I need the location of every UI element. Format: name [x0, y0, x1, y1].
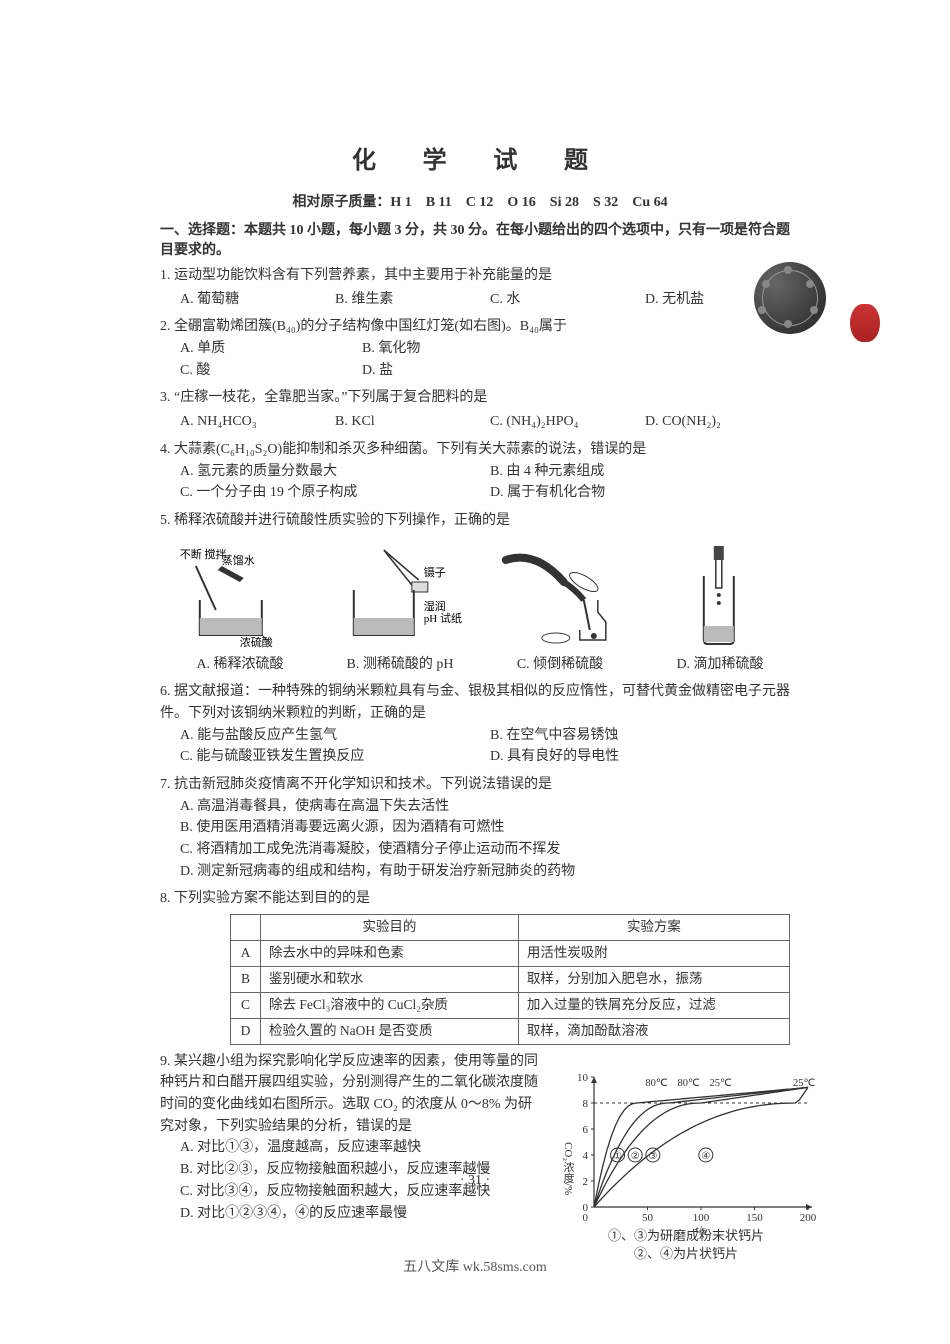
- q5-fig-d: [646, 540, 800, 650]
- table-row: B 鉴别硬水和软水 取样，分别加入肥皂水，振荡: [231, 966, 790, 992]
- svg-text:浓硫酸: 浓硫酸: [240, 635, 273, 649]
- svg-text:25℃: 25℃: [793, 1078, 816, 1089]
- q2-text: 2. 全硼富勒烯团簇(B₄₀)的分子结构像中国红灯笼(如右图)。B₄₀属于: [160, 316, 800, 338]
- svg-text:50: 50: [642, 1212, 654, 1224]
- question-9: 9. 某兴趣小组为探究影响化学反应速率的因素，使用等量的同种钙片和白醋开展四组实…: [160, 1051, 800, 1225]
- q5-fig-b: 镊子 湿润 pH 试纸: [322, 540, 476, 650]
- section-1-header: 一、选择题：本题共 10 小题，每小题 3 分，共 30 分。在每小题给出的四个…: [160, 219, 800, 259]
- q3-opt-d: D. CO(NH₂)₂: [645, 411, 800, 433]
- svg-text:100: 100: [693, 1212, 710, 1224]
- q2-opt-c: C. 酸: [180, 360, 362, 382]
- question-7: 7. 抗击新冠肺炎疫情离不开化学知识和技术。下列说法错误的是 A. 高温消毒餐具…: [160, 774, 800, 882]
- q4-opt-b: B. 由 4 种元素组成: [490, 461, 800, 483]
- q6-opt-c: C. 能与硫酸亚铁发生置换反应: [180, 746, 490, 768]
- table-row: A 除去水中的异味和色素 用活性炭吸附: [231, 941, 790, 967]
- question-5: 5. 稀释浓硫酸并进行硫酸性质实验的下列操作，正确的是 不断 搅拌 蒸馏水 浓硫…: [160, 510, 800, 675]
- q9-opt-d: D. 对比①②③④，④的反应速率最慢: [180, 1203, 540, 1225]
- lantern-icon: [850, 304, 880, 342]
- atomic-mass-line: 相对原子质量：H 1 B 11 C 12 O 16 Si 28 S 32 Cu …: [160, 191, 800, 211]
- q7-opt-b: B. 使用医用酒精消毒要远离火源，因为酒精有可燃性: [180, 817, 800, 839]
- q9-opt-a: A. 对比①③，温度越高，反应速率越快: [180, 1137, 540, 1159]
- question-2: 2. 全硼富勒烯团簇(B₄₀)的分子结构像中国红灯笼(如右图)。B₄₀属于 A.…: [160, 316, 800, 381]
- q3-opt-a: A. NH₄HCO₃: [180, 411, 335, 433]
- svg-text:①: ①: [613, 1151, 622, 1162]
- q5-opt-d: D. 滴加稀硫酸: [640, 654, 800, 676]
- q7-opt-d: D. 测定新冠病毒的组成和结构，有助于研发治疗新冠肺炎的药物: [180, 861, 800, 883]
- q8-text: 8. 下列实验方案不能达到目的的是: [160, 888, 800, 910]
- q8-th-col2: 实验方案: [518, 915, 789, 941]
- q3-opt-b: B. KCl: [335, 411, 490, 433]
- q4-text: 4. 大蒜素(C₆H₁₀S₂O)能抑制和杀灭多种细菌。下列有关大蒜素的说法，错误…: [160, 439, 800, 461]
- q8-table: 实验目的 实验方案 A 除去水中的异味和色素 用活性炭吸附 B 鉴别硬水和软水 …: [230, 914, 790, 1045]
- q7-text: 7. 抗击新冠肺炎疫情离不开化学知识和技术。下列说法错误的是: [160, 774, 800, 796]
- q8-th-col1: 实验目的: [261, 915, 519, 941]
- q7-opt-c: C. 将酒精加工成免洗消毒凝胶，使酒精分子停止运动而不挥发: [180, 839, 800, 861]
- b40-molecule-icon: [754, 262, 826, 334]
- page-title: 化 学 试 题: [160, 140, 800, 175]
- q7-opt-a: A. 高温消毒餐具，使病毒在高温下失去活性: [180, 796, 800, 818]
- q2-figure: [750, 262, 870, 342]
- q5-text: 5. 稀释浓硫酸并进行硫酸性质实验的下列操作，正确的是: [160, 510, 800, 532]
- svg-text:10: 10: [577, 1072, 589, 1084]
- q5-opt-c: C. 倾倒稀硫酸: [480, 654, 640, 676]
- q5-opt-a: A. 稀释浓硫酸: [160, 654, 320, 676]
- svg-text:25℃: 25℃: [710, 1078, 733, 1089]
- question-8: 8. 下列实验方案不能达到目的的是 实验目的 实验方案 A 除去水中的异味和色素…: [160, 888, 800, 1044]
- q2-opt-b: B. 氧化物: [362, 338, 544, 360]
- q4-opt-a: A. 氢元素的质量分数最大: [180, 461, 490, 483]
- svg-text:pH 试纸: pH 试纸: [424, 612, 462, 625]
- q5-fig-a: 不断 搅拌 蒸馏水 浓硫酸: [160, 540, 314, 650]
- q6-opt-b: B. 在空气中容易锈蚀: [490, 725, 800, 747]
- svg-text:80℃: 80℃: [645, 1078, 668, 1089]
- table-row: D 检验久置的 NaOH 是否变质 取样，滴加酚酞溶液: [231, 1018, 790, 1044]
- question-6: 6. 据文献报道：一种特殊的铜纳米颗粒具有与金、银极其相似的反应惰性，可替代黄金…: [160, 681, 800, 768]
- q1-opt-c: C. 水: [490, 289, 645, 311]
- page-number: · 31 ·: [0, 1173, 950, 1189]
- question-1: 1. 运动型功能饮料含有下列营养素，其中主要用于补充能量的是 A. 葡萄糖 B.…: [160, 265, 800, 310]
- q4-opt-d: D. 属于有机化合物: [490, 482, 800, 504]
- q2-opt-d: D. 盐: [362, 360, 544, 382]
- q9-chart: 0246810050100150200CO₂浓度/%t/s①80℃②80℃③25…: [556, 1065, 816, 1235]
- svg-text:蒸馏水: 蒸馏水: [222, 553, 255, 567]
- table-row: C 除去 FeCl₃溶液中的 CuCl₂杂质 加入过量的铁屑充分反应，过滤: [231, 992, 790, 1018]
- q1-opt-b: B. 维生素: [335, 289, 490, 311]
- footer-text: 五八文库 wk.58sms.com: [0, 1256, 950, 1276]
- q1-text: 1. 运动型功能饮料含有下列营养素，其中主要用于补充能量的是: [160, 265, 800, 287]
- svg-text:④: ④: [701, 1151, 710, 1162]
- svg-text:200: 200: [800, 1212, 816, 1224]
- q4-opt-c: C. 一个分子由 19 个原子构成: [180, 482, 490, 504]
- q5-fig-c: [484, 540, 638, 650]
- q2-opt-a: A. 单质: [180, 338, 362, 360]
- svg-text:4: 4: [583, 1150, 589, 1162]
- q3-opt-c: C. (NH₄)₂HPO₄: [490, 411, 645, 433]
- q6-opt-a: A. 能与盐酸反应产生氢气: [180, 725, 490, 747]
- q9-legend1: ①、③为研磨成粉末状钙片: [556, 1227, 816, 1245]
- svg-text:湿润: 湿润: [424, 599, 446, 613]
- svg-text:②: ②: [631, 1151, 640, 1162]
- q5-opt-b: B. 测稀硫酸的 pH: [320, 654, 480, 676]
- q3-text: 3. “庄稼一枝花，全靠肥当家。”下列属于复合肥料的是: [160, 387, 800, 409]
- q8-th-blank: [231, 915, 261, 941]
- svg-text:0: 0: [583, 1212, 589, 1224]
- svg-text:6: 6: [583, 1124, 589, 1136]
- svg-text:150: 150: [746, 1212, 763, 1224]
- svg-text:8: 8: [583, 1098, 589, 1110]
- svg-text:镊子: 镊子: [424, 566, 446, 579]
- question-3: 3. “庄稼一枝花，全靠肥当家。”下列属于复合肥料的是 A. NH₄HCO₃ B…: [160, 387, 800, 432]
- label-stir: 不断 搅拌: [180, 547, 227, 561]
- q6-opt-d: D. 具有良好的导电性: [490, 746, 800, 768]
- svg-text:80℃: 80℃: [677, 1078, 699, 1089]
- question-4: 4. 大蒜素(C₆H₁₀S₂O)能抑制和杀灭多种细菌。下列有关大蒜素的说法，错误…: [160, 439, 800, 504]
- q6-text: 6. 据文献报道：一种特殊的铜纳米颗粒具有与金、银极其相似的反应惰性，可替代黄金…: [160, 681, 800, 724]
- q1-opt-a: A. 葡萄糖: [180, 289, 335, 311]
